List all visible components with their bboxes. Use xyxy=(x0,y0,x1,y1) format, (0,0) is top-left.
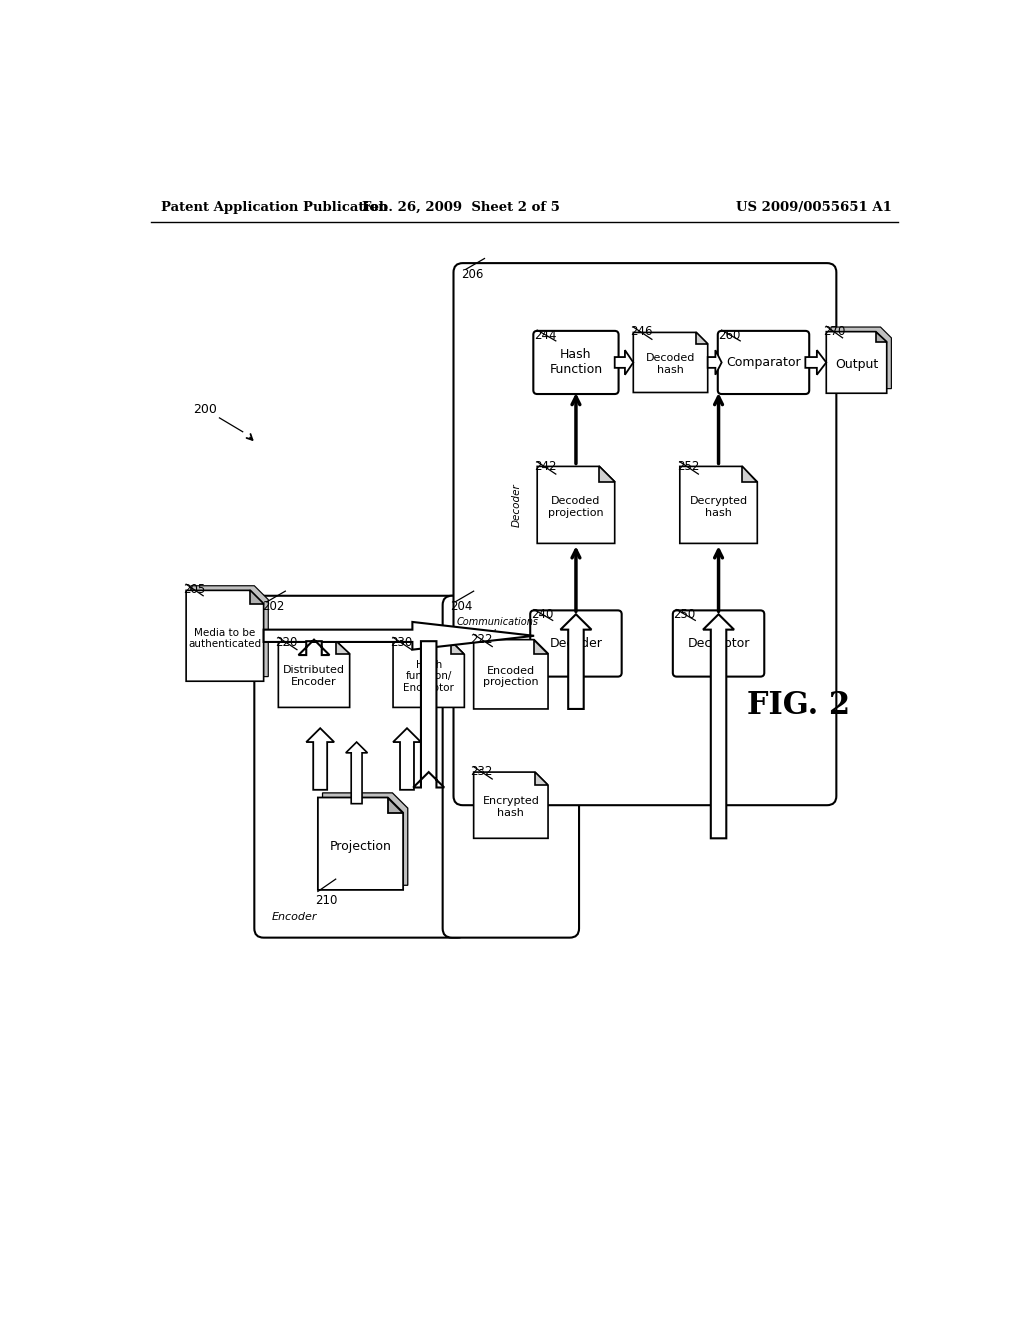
Text: 250: 250 xyxy=(674,609,696,622)
Text: 244: 244 xyxy=(535,329,557,342)
Text: Projection: Projection xyxy=(330,841,391,853)
Text: Hash
Function: Hash Function xyxy=(550,348,602,376)
Polygon shape xyxy=(388,797,403,813)
Text: Decoder: Decoder xyxy=(512,483,522,527)
Text: Distributed
Encoder: Distributed Encoder xyxy=(283,665,345,688)
Polygon shape xyxy=(393,642,464,708)
Polygon shape xyxy=(680,466,758,544)
Polygon shape xyxy=(826,331,887,393)
Polygon shape xyxy=(306,729,334,789)
Text: 222: 222 xyxy=(471,632,493,645)
Polygon shape xyxy=(538,466,614,544)
Polygon shape xyxy=(560,614,592,709)
Text: 204: 204 xyxy=(451,601,473,614)
Polygon shape xyxy=(535,772,548,785)
Text: 230: 230 xyxy=(390,636,413,649)
Polygon shape xyxy=(393,729,421,789)
Polygon shape xyxy=(535,640,548,653)
Polygon shape xyxy=(741,466,758,482)
Text: 246: 246 xyxy=(630,326,652,338)
Polygon shape xyxy=(263,622,535,649)
Polygon shape xyxy=(876,331,887,342)
FancyBboxPatch shape xyxy=(530,610,622,677)
Polygon shape xyxy=(474,640,548,709)
Text: Comparator: Comparator xyxy=(726,356,801,370)
Polygon shape xyxy=(299,640,330,655)
Polygon shape xyxy=(250,590,263,605)
Polygon shape xyxy=(703,614,734,838)
Text: 240: 240 xyxy=(531,609,553,622)
Text: 210: 210 xyxy=(315,894,338,907)
Polygon shape xyxy=(317,797,403,890)
Polygon shape xyxy=(633,333,708,392)
Polygon shape xyxy=(414,642,444,788)
Text: Communications
Channel: Communications Channel xyxy=(457,618,539,639)
Text: Patent Application Publication: Patent Application Publication xyxy=(161,201,387,214)
Text: Decoder: Decoder xyxy=(550,638,602,649)
Polygon shape xyxy=(474,772,548,838)
Polygon shape xyxy=(695,333,708,345)
Polygon shape xyxy=(805,350,826,375)
Text: Media to be
authenticated: Media to be authenticated xyxy=(188,628,261,649)
Text: Output: Output xyxy=(835,358,879,371)
Polygon shape xyxy=(323,793,408,886)
FancyBboxPatch shape xyxy=(442,595,579,937)
Text: 200: 200 xyxy=(194,404,217,416)
Polygon shape xyxy=(279,642,349,708)
Text: Decoded
projection: Decoded projection xyxy=(548,496,604,517)
FancyBboxPatch shape xyxy=(718,331,809,395)
Text: Decoded
hash: Decoded hash xyxy=(646,354,695,375)
Polygon shape xyxy=(336,642,349,655)
Text: Encrypted
hash: Encrypted hash xyxy=(482,796,540,818)
Text: Decryptor: Decryptor xyxy=(687,638,750,649)
Polygon shape xyxy=(830,327,891,388)
Polygon shape xyxy=(708,350,722,375)
Text: 205: 205 xyxy=(183,582,205,595)
Text: Feb. 26, 2009  Sheet 2 of 5: Feb. 26, 2009 Sheet 2 of 5 xyxy=(362,201,560,214)
Text: 220: 220 xyxy=(275,636,298,649)
FancyBboxPatch shape xyxy=(454,263,837,805)
Polygon shape xyxy=(614,350,633,375)
Text: 270: 270 xyxy=(823,325,846,338)
Polygon shape xyxy=(190,586,268,677)
Text: US 2009/0055651 A1: US 2009/0055651 A1 xyxy=(735,201,891,214)
Text: 242: 242 xyxy=(535,461,557,474)
Text: 202: 202 xyxy=(262,601,285,614)
Text: Decrypted
hash: Decrypted hash xyxy=(689,496,748,517)
FancyBboxPatch shape xyxy=(534,331,618,395)
Text: 232: 232 xyxy=(471,766,493,779)
Polygon shape xyxy=(599,466,614,482)
Text: 252: 252 xyxy=(677,461,699,474)
Polygon shape xyxy=(186,590,263,681)
Text: 206: 206 xyxy=(461,268,483,281)
Text: 260: 260 xyxy=(719,329,741,342)
FancyBboxPatch shape xyxy=(254,595,467,937)
Text: Hash
function/
Encryptor: Hash function/ Encryptor xyxy=(403,660,454,693)
Text: Encoded
projection: Encoded projection xyxy=(483,665,539,688)
Polygon shape xyxy=(451,642,464,655)
Polygon shape xyxy=(346,742,368,804)
FancyBboxPatch shape xyxy=(673,610,764,677)
Text: FIG. 2: FIG. 2 xyxy=(746,689,850,721)
Text: Encoder: Encoder xyxy=(271,912,316,923)
